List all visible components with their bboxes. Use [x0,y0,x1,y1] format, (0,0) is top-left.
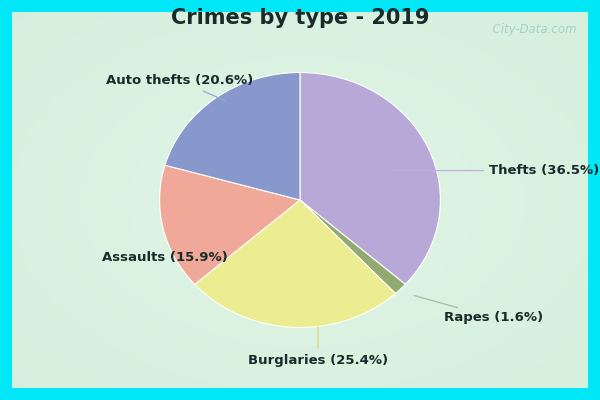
Wedge shape [160,165,300,284]
Text: Auto thefts (20.6%): Auto thefts (20.6%) [106,74,253,101]
Wedge shape [300,200,406,294]
Wedge shape [300,72,440,284]
Text: Thefts (36.5%): Thefts (36.5%) [393,164,599,177]
Text: City-Data.com: City-Data.com [485,23,577,36]
Text: Rapes (1.6%): Rapes (1.6%) [414,296,543,324]
Wedge shape [194,200,395,328]
Text: Burglaries (25.4%): Burglaries (25.4%) [248,327,388,367]
Wedge shape [165,72,300,200]
Text: Assaults (15.9%): Assaults (15.9%) [102,237,228,264]
Text: Crimes by type - 2019: Crimes by type - 2019 [171,8,429,28]
